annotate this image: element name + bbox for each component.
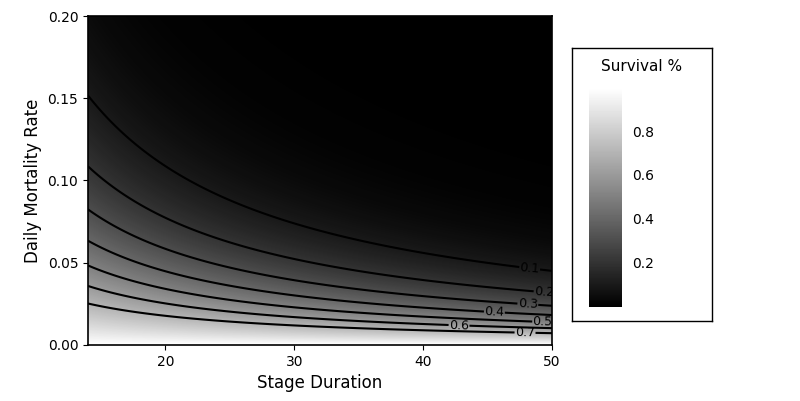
Text: 0.4: 0.4	[632, 213, 654, 227]
Text: 0.2: 0.2	[632, 257, 654, 271]
X-axis label: Stage Duration: Stage Duration	[258, 374, 382, 392]
Text: 0.4: 0.4	[484, 305, 505, 319]
Text: 0.7: 0.7	[515, 326, 535, 339]
Text: 0.8: 0.8	[632, 126, 654, 140]
Text: 0.3: 0.3	[518, 297, 538, 311]
Text: 0.5: 0.5	[533, 315, 553, 329]
Text: 0.2: 0.2	[534, 285, 554, 299]
Text: 0.1: 0.1	[519, 261, 540, 275]
Y-axis label: Daily Mortality Rate: Daily Mortality Rate	[24, 98, 42, 263]
Text: 0.6: 0.6	[632, 169, 654, 183]
Text: Survival %: Survival %	[602, 59, 682, 74]
Text: 0.6: 0.6	[449, 319, 469, 332]
